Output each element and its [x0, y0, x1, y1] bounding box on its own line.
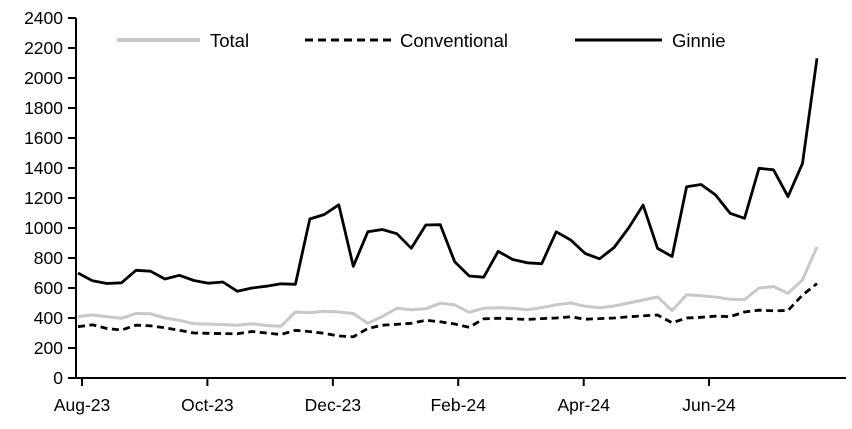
- y-tick-label: 1000: [24, 218, 63, 238]
- x-tick-label: Apr-24: [557, 395, 610, 415]
- y-tick-label: 800: [34, 248, 63, 268]
- y-tick-label: 1400: [24, 158, 63, 178]
- y-tick-label: 2200: [24, 38, 63, 58]
- legend-label-ginnie: Ginnie: [672, 30, 725, 51]
- legend-label-conventional: Conventional: [400, 30, 508, 51]
- y-tick-label: 2400: [24, 8, 63, 28]
- x-tick-label: Aug-23: [54, 395, 110, 415]
- line-ginnie: [77, 58, 819, 293]
- y-tick-label: 400: [34, 308, 63, 328]
- chart-legend: Total Conventional Ginnie: [117, 30, 725, 51]
- y-tick-label: 200: [34, 338, 63, 358]
- y-tick-label: 600: [34, 278, 63, 298]
- x-tick-label: Jun-24: [682, 395, 736, 415]
- y-tick-label: 1800: [24, 98, 63, 118]
- y-tick-label: 0: [53, 368, 63, 388]
- x-tick-label: Oct-23: [181, 395, 234, 415]
- series-layer: [77, 58, 819, 339]
- line-conventional: [77, 282, 818, 339]
- legend-label-total: Total: [210, 30, 249, 51]
- line-total: [77, 246, 819, 328]
- y-tick-label: 2000: [24, 68, 63, 88]
- axes-layer: 0 200 400 600 800 1000 1200 1400 1600 1800 2000 220…: [24, 8, 846, 415]
- x-tick-label: Feb-24: [430, 395, 486, 415]
- y-tick-label: 1200: [24, 188, 63, 208]
- x-tick-label: Dec-23: [305, 395, 361, 415]
- y-tick-label: 1600: [24, 128, 63, 148]
